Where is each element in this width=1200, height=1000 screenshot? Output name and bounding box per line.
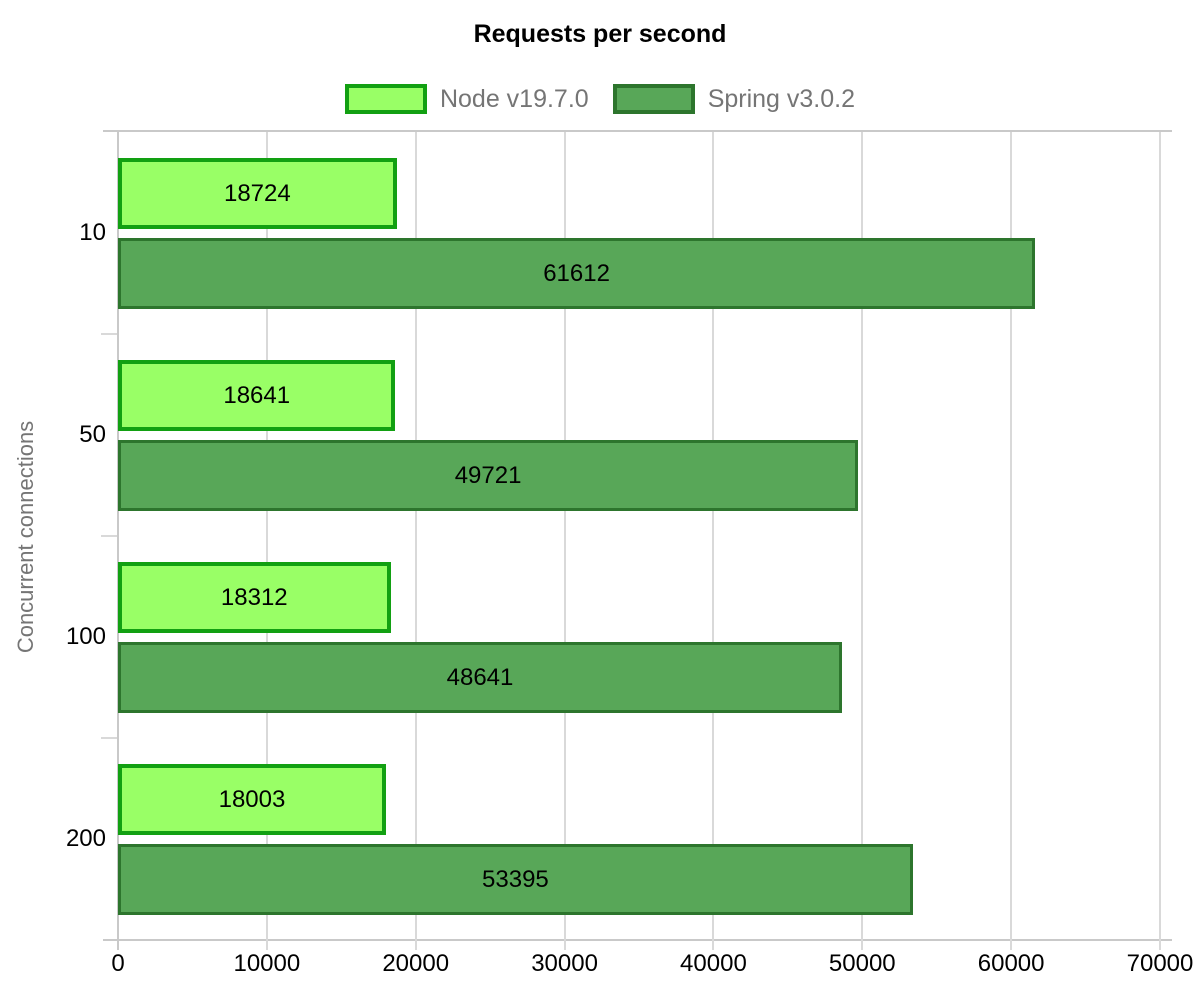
- legend-swatch-node: [344, 84, 427, 114]
- gridline: [861, 132, 864, 950]
- x-tick-label: 20000: [382, 950, 450, 977]
- y-tick: [101, 737, 117, 739]
- bar-node: [118, 561, 391, 633]
- bar-node: [118, 359, 396, 431]
- x-tick-label: 30000: [531, 950, 598, 977]
- category-label: 50: [79, 421, 106, 448]
- bar-value-label: 18724: [223, 179, 291, 207]
- bar-spring: [118, 237, 1036, 309]
- bar-value-label: 49721: [454, 461, 522, 489]
- bar-spring: [118, 843, 913, 915]
- bar-spring: [118, 641, 843, 713]
- x-tick-label: 60000: [977, 950, 1045, 977]
- gridline: [265, 132, 268, 950]
- y-axis-title: Concurrent connections: [13, 420, 38, 654]
- y-tick: [101, 535, 117, 537]
- x-tick-label: 50000: [828, 950, 896, 977]
- bar-value-label: 61612: [543, 259, 610, 287]
- legend-label-node: Node v19.7.0: [439, 84, 589, 113]
- legend-item-node: Node v19.7.0: [344, 84, 589, 114]
- category-label: 200: [65, 825, 106, 852]
- y-tick: [101, 333, 117, 335]
- bar-value-label: 48641: [446, 663, 514, 691]
- category-label: 100: [65, 623, 106, 650]
- x-tick-label: 10000: [233, 950, 301, 977]
- bar-value-label: 18641: [223, 381, 291, 409]
- bar-node: [118, 157, 397, 229]
- legend: Node v19.7.0 Spring v3.0.2: [0, 84, 1200, 114]
- x-tick-label: 70000: [1126, 950, 1194, 977]
- bar-value-label: 18312: [220, 583, 288, 611]
- chart-title: Requests per second: [473, 20, 727, 48]
- y-axis-line: [117, 132, 119, 950]
- legend-label-spring: Spring v3.0.2: [707, 84, 856, 113]
- gridline: [414, 132, 417, 950]
- gridline: [1010, 132, 1013, 950]
- legend-swatch-spring: [612, 84, 695, 114]
- bar-value-label: 53395: [482, 865, 549, 893]
- x-axis-line: [103, 939, 1172, 941]
- x-tick-label: 40000: [680, 950, 747, 977]
- bar-node: [118, 763, 386, 835]
- gridline: [563, 132, 566, 950]
- bar-spring: [118, 439, 859, 511]
- bar-value-label: 18003: [218, 785, 286, 813]
- plot-top-border: [103, 130, 1172, 132]
- x-tick-label: 0: [111, 950, 125, 977]
- gridline: [712, 132, 715, 950]
- legend-item-spring: Spring v3.0.2: [612, 84, 856, 114]
- category-label: 10: [79, 219, 106, 246]
- gridline: [1159, 132, 1161, 950]
